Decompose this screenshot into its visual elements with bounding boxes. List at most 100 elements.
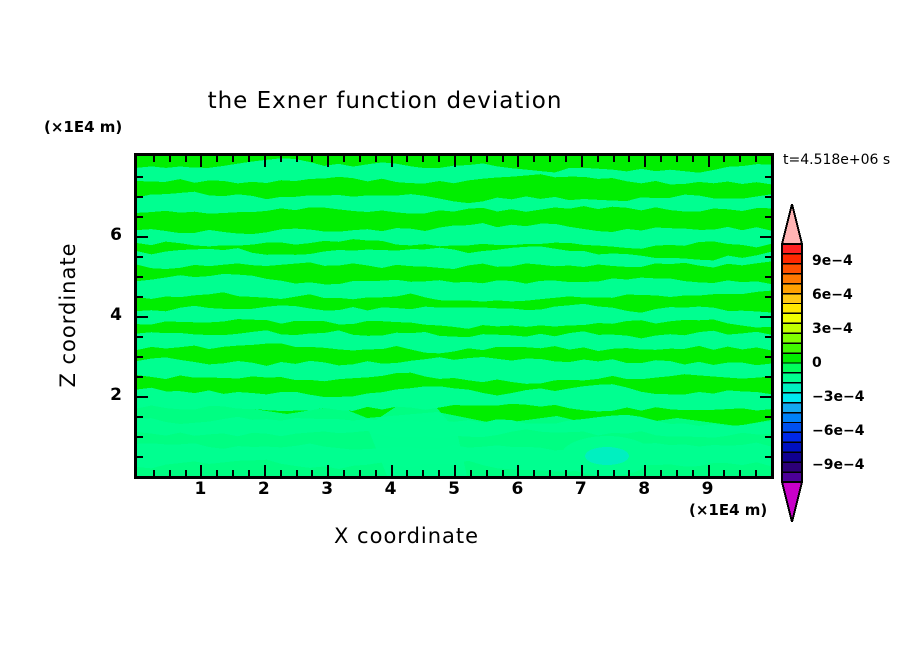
contour-band: [137, 303, 771, 329]
tick-mark: [708, 465, 710, 476]
x-tick-label: 8: [638, 479, 651, 499]
tick-mark: [565, 470, 567, 476]
tick-mark: [765, 176, 771, 178]
tick-mark: [137, 196, 143, 198]
contour-band: [137, 158, 771, 185]
contour-band: [137, 246, 771, 269]
tick-mark: [765, 296, 771, 298]
contour-field: [137, 156, 771, 476]
tick-mark: [549, 156, 551, 162]
tick-mark: [765, 376, 771, 378]
tick-mark: [502, 156, 504, 162]
tick-mark: [486, 156, 488, 162]
tick-mark: [470, 156, 472, 162]
tick-mark: [581, 156, 583, 167]
y-axis-unit-label: (×1E4 m): [44, 118, 123, 136]
tick-mark: [311, 470, 313, 476]
tick-mark: [406, 470, 408, 476]
x-axis-title: X coordinate: [334, 524, 480, 548]
tick-mark: [517, 465, 519, 476]
contour-band: [137, 330, 771, 354]
plot-area: [134, 153, 774, 479]
tick-mark: [280, 470, 282, 476]
colorbar-tick-label: −3e−4: [812, 389, 865, 405]
colorbar-bands: [781, 243, 803, 483]
colorbar-band: [781, 312, 803, 325]
colorbar-band: [781, 292, 803, 305]
tick-mark: [216, 470, 218, 476]
tick-mark: [708, 156, 710, 167]
tick-mark: [765, 336, 771, 338]
contour-band: [137, 191, 771, 214]
tick-mark: [153, 156, 155, 162]
tick-mark: [153, 470, 155, 476]
x-tick-label: 3: [321, 479, 334, 499]
colorbar-band: [781, 302, 803, 315]
colorbar-over-arrow: [780, 204, 804, 245]
tick-mark: [470, 470, 472, 476]
tick-mark: [169, 470, 171, 476]
tick-mark: [644, 465, 646, 476]
colorbar-band: [781, 322, 803, 334]
tick-mark: [137, 336, 143, 338]
x-tick-label: 5: [448, 479, 460, 499]
tick-mark: [216, 156, 218, 162]
colorbar-band: [781, 441, 803, 453]
tick-mark: [628, 156, 630, 162]
tick-mark: [264, 465, 266, 476]
tick-mark: [375, 156, 377, 162]
tick-mark: [676, 156, 678, 162]
y-tick-label: 6: [110, 225, 122, 245]
tick-mark: [327, 156, 329, 167]
tick-mark: [755, 470, 757, 476]
colorbar-band: [781, 282, 803, 295]
tick-mark: [296, 470, 298, 476]
y-axis-title: Z coordinate: [56, 242, 80, 388]
tick-mark: [723, 156, 725, 162]
tick-mark: [502, 470, 504, 476]
colorbar-band: [781, 263, 803, 275]
contour-band: [137, 357, 771, 384]
tick-mark: [739, 156, 741, 162]
tick-mark: [760, 396, 771, 398]
colorbar: [780, 204, 804, 522]
colorbar-band: [781, 421, 803, 434]
tick-mark: [628, 470, 630, 476]
tick-mark: [692, 470, 694, 476]
tick-mark: [200, 156, 202, 167]
tick-mark: [765, 276, 771, 278]
tick-mark: [200, 465, 202, 476]
x-axis-unit-label: (×1E4 m): [689, 501, 768, 519]
tick-mark: [422, 156, 424, 162]
tick-mark: [248, 470, 250, 476]
colorbar-band: [781, 372, 803, 384]
tick-mark: [723, 470, 725, 476]
tick-mark: [533, 470, 535, 476]
tick-mark: [185, 156, 187, 162]
colorbar-band: [781, 431, 803, 444]
colorbar-band: [781, 401, 803, 414]
tick-mark: [137, 416, 143, 418]
tick-mark: [454, 465, 456, 476]
tick-mark: [137, 276, 143, 278]
tick-mark: [248, 156, 250, 162]
page-title: the Exner function deviation: [207, 88, 563, 114]
tick-mark: [597, 156, 599, 162]
colorbar-band: [781, 253, 803, 265]
x-tick-label: 2: [257, 479, 270, 499]
tick-mark: [137, 456, 143, 458]
tick-mark: [327, 465, 329, 476]
tick-mark: [311, 156, 313, 162]
y-tick-label: 4: [110, 305, 122, 325]
tick-mark: [613, 470, 615, 476]
tick-mark: [137, 316, 148, 318]
colorbar-band: [781, 411, 803, 424]
tick-mark: [406, 156, 408, 162]
colorbar-band: [781, 332, 803, 344]
tick-mark: [765, 356, 771, 358]
colorbar-band: [781, 471, 803, 483]
tick-mark: [765, 456, 771, 458]
colorbar-tick-label: 9e−4: [812, 253, 853, 269]
tick-mark: [765, 436, 771, 438]
contour-band: [137, 223, 771, 249]
